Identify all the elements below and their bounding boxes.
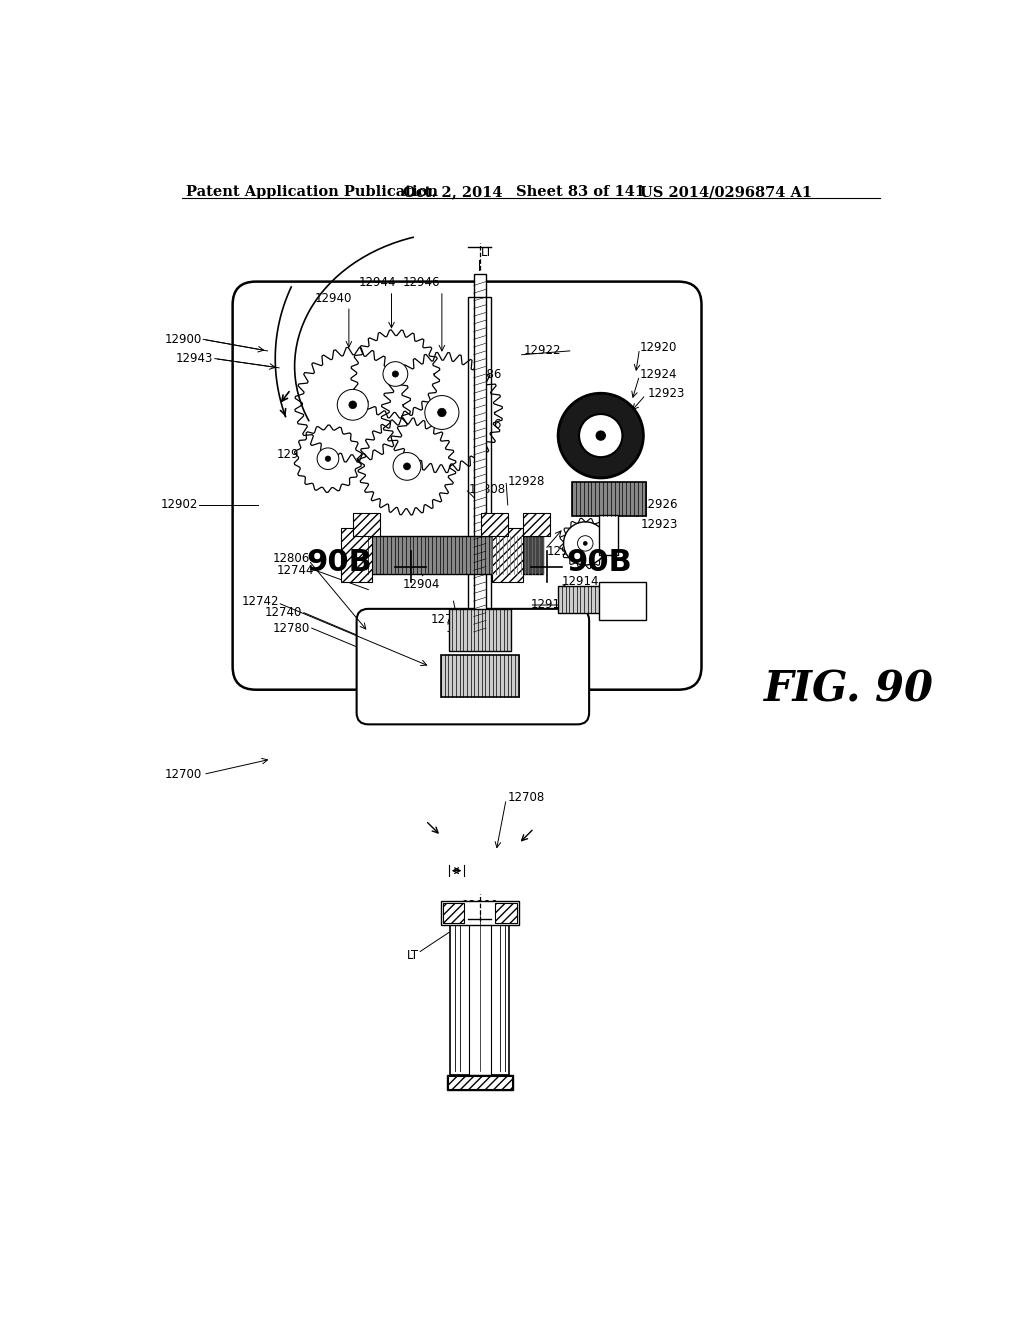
Circle shape <box>579 414 623 457</box>
Text: 12924: 12924 <box>640 367 677 380</box>
Text: 12926: 12926 <box>641 499 679 511</box>
Text: 12940: 12940 <box>314 292 352 305</box>
Text: 12943: 12943 <box>176 352 213 366</box>
Bar <box>469 913 490 1074</box>
Text: 12904: 12904 <box>403 578 440 591</box>
Bar <box>468 297 492 612</box>
Text: 12808: 12808 <box>469 483 506 496</box>
Text: FIG. 90: FIG. 90 <box>764 669 934 710</box>
Text: 12742: 12742 <box>430 612 468 626</box>
Circle shape <box>317 447 339 470</box>
Bar <box>480 512 508 536</box>
Text: 12920: 12920 <box>640 341 677 354</box>
Text: 12906: 12906 <box>465 417 503 430</box>
Circle shape <box>563 521 607 565</box>
Circle shape <box>403 463 411 470</box>
Text: 12744: 12744 <box>276 564 314 577</box>
Circle shape <box>393 453 421 480</box>
Text: Patent Application Publication: Patent Application Publication <box>186 185 438 199</box>
Text: 12944: 12944 <box>358 276 396 289</box>
Bar <box>449 609 511 651</box>
Polygon shape <box>563 521 607 565</box>
Circle shape <box>326 455 331 462</box>
Text: 12948: 12948 <box>339 445 376 458</box>
Text: 12923: 12923 <box>647 387 685 400</box>
Bar <box>496 903 517 923</box>
Text: 12946: 12946 <box>402 276 439 289</box>
Bar <box>442 903 464 923</box>
Text: 12903: 12903 <box>445 622 483 635</box>
Circle shape <box>383 362 408 387</box>
Text: 90B: 90B <box>566 548 632 577</box>
Text: 12914: 12914 <box>562 576 599 589</box>
Circle shape <box>558 393 643 478</box>
Bar <box>599 515 617 554</box>
Polygon shape <box>299 429 357 488</box>
Text: 90B: 90B <box>306 548 372 577</box>
Circle shape <box>425 396 459 429</box>
Text: Oct. 2, 2014: Oct. 2, 2014 <box>403 185 503 199</box>
Polygon shape <box>356 335 434 412</box>
Text: 12923: 12923 <box>641 517 679 531</box>
Text: LT: LT <box>407 949 419 962</box>
Bar <box>599 582 646 620</box>
Text: 12922: 12922 <box>523 345 561 358</box>
Bar <box>441 902 518 924</box>
Text: 12902: 12902 <box>161 499 198 511</box>
Bar <box>523 512 550 536</box>
Text: 12780: 12780 <box>272 622 310 635</box>
FancyBboxPatch shape <box>356 609 589 725</box>
Text: 12910: 12910 <box>531 598 568 611</box>
Text: 12912: 12912 <box>547 545 584 557</box>
Polygon shape <box>389 360 495 465</box>
Bar <box>572 482 646 516</box>
Text: Sheet 83 of 141: Sheet 83 of 141 <box>515 185 645 199</box>
FancyBboxPatch shape <box>232 281 701 689</box>
Bar <box>449 1076 512 1089</box>
Text: 12708: 12708 <box>508 791 545 804</box>
Text: 12806: 12806 <box>272 552 310 565</box>
Bar <box>558 586 636 612</box>
Bar <box>352 512 380 536</box>
Text: 12900: 12900 <box>165 333 202 346</box>
Circle shape <box>337 389 369 420</box>
Text: 12928: 12928 <box>508 475 545 488</box>
Bar <box>493 528 523 582</box>
Bar <box>493 536 543 574</box>
Polygon shape <box>302 355 403 455</box>
Text: 12700: 12700 <box>165 768 202 781</box>
Circle shape <box>349 401 356 409</box>
Circle shape <box>596 432 605 441</box>
Text: 12942: 12942 <box>276 449 314 462</box>
Bar <box>369 536 496 574</box>
Text: 12740: 12740 <box>265 606 302 619</box>
Bar <box>341 528 372 582</box>
Text: 12784: 12784 <box>444 391 481 404</box>
Circle shape <box>584 541 587 545</box>
Circle shape <box>437 408 446 417</box>
Bar <box>441 655 518 697</box>
Bar <box>446 1074 513 1090</box>
Bar <box>451 913 509 1074</box>
Text: LT: LT <box>480 246 493 259</box>
Circle shape <box>392 371 398 378</box>
Text: 12786: 12786 <box>465 367 503 380</box>
Polygon shape <box>365 424 450 508</box>
Bar <box>474 275 486 636</box>
Text: 12800: 12800 <box>461 899 499 912</box>
Circle shape <box>578 536 593 552</box>
Text: US 2014/0296874 A1: US 2014/0296874 A1 <box>640 185 812 199</box>
Text: 12742: 12742 <box>242 594 280 607</box>
